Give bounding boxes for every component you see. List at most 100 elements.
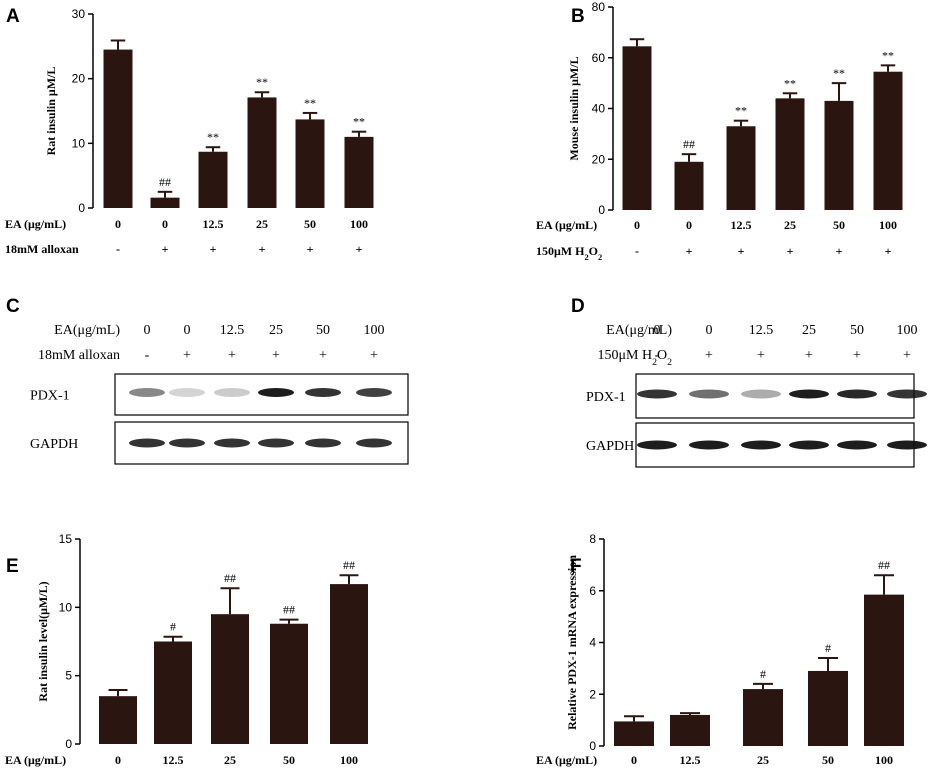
band [258,438,294,448]
y-axis-label: Mouse insulin μM/L [567,56,581,160]
band [789,389,829,399]
y-tick-label: 0 [65,737,72,751]
x-tick-label: 12.5 [163,753,184,767]
lane-label: + [370,348,378,363]
x-tick-label: - [116,242,120,256]
panel-letter: C [6,296,20,317]
lane-label: 0 [654,323,661,338]
row-label: EA(μg/mL) [54,323,120,338]
y-tick-label: 10 [72,136,86,150]
band [689,389,729,399]
band [741,389,781,399]
significance-mark: ** [833,66,845,80]
x-tick-label: 50 [283,753,295,767]
y-tick-label: 60 [592,51,606,65]
bar [295,119,325,208]
band [305,388,341,397]
significance-mark: ** [784,76,796,90]
y-tick-label: 0 [598,203,605,217]
bar [247,97,277,208]
chart-panel-b: B 0 20 40 60 80 Mouse insulin μM/L ## ** ** ** ** EA… [536,0,903,262]
lane-label: + [183,348,191,363]
bar [150,197,180,208]
significance-mark: ** [256,75,268,89]
lane-label: + [903,348,911,363]
x-tick-label: + [356,242,363,256]
y-tick-label: 8 [589,532,596,546]
bar [103,49,133,208]
significance-mark: # [760,667,766,681]
y-axis-label: Rat insulin level(μM/L) [36,581,50,701]
x-tick-label: 50 [304,217,316,231]
y-tick-label: 0 [78,201,85,215]
panel-letter: E [6,556,19,577]
bar [808,670,848,746]
y-tick-label: 2 [589,687,596,701]
lane-label: + [853,348,861,363]
band [258,388,294,397]
significance-mark: ## [283,603,295,617]
significance-mark: ## [343,558,355,572]
blot-row-pdx-1: PDX-1 [30,373,409,416]
bar [873,71,903,210]
significance-mark: ## [683,137,695,151]
y-tick-label: 4 [589,636,596,650]
panel-letter: B [571,6,585,27]
x-tick-label: + [162,242,169,256]
y-tick-label: 0 [589,739,596,753]
band [887,440,927,450]
row-label: 18mM alloxan [5,242,79,256]
x-tick-label: - [635,244,639,258]
x-tick-label: 0 [162,217,168,231]
significance-mark: ** [353,115,365,129]
blot-row-label: GAPDH [586,439,634,454]
x-tick-label: 0 [115,217,121,231]
row-label: EA (μg/mL) [536,753,597,767]
bar [154,641,192,744]
x-tick-label: + [885,244,892,258]
panel-letter: F [570,556,582,577]
band [837,389,877,399]
band [637,440,677,450]
x-tick-label: + [686,244,693,258]
bar [674,161,704,210]
bar [824,100,854,210]
blot-panel-c: C EA(μg/mL) 0 0 12.5 25 50 100 18mM alloxan - + + + +… [6,296,409,465]
band [356,388,392,397]
x-tick-label: 100 [350,217,368,231]
significance-mark: ** [304,96,316,110]
band [356,438,392,448]
band [305,438,341,448]
lane-label: + [757,348,765,363]
x-tick-label: 25 [784,218,796,232]
significance-mark: ** [207,130,219,144]
significance-mark: ## [878,558,890,572]
lane-label: 12.5 [220,323,245,338]
significance-mark: # [825,641,831,655]
lane-label: - [655,348,660,363]
lane-label: 0 [706,323,713,338]
x-tick-label: + [210,242,217,256]
x-tick-label: 0 [115,753,121,767]
y-axis-label: Relative PDX-1 mRNA expression [565,555,579,730]
y-axis-label: Rat insulin μM/L [44,67,58,156]
band [637,389,677,399]
bar [743,689,783,746]
x-tick-label: 100 [340,753,358,767]
significance-mark: # [170,620,176,634]
y-tick-label: 6 [589,584,596,598]
band [689,440,729,450]
y-tick-label: 30 [72,7,86,21]
band [129,438,165,448]
x-tick-label: 50 [822,753,834,767]
bar [270,623,308,744]
x-tick-label: 25 [757,753,769,767]
lane-label: + [805,348,813,363]
blot-row-label: PDX-1 [30,389,70,404]
chart-panel-a: A 0 10 20 30 Rat insulin μM/L ## ** ** ** ** EA (μg… [5,6,374,256]
lane-label: - [145,348,150,363]
x-tick-label: 25 [224,753,236,767]
band [214,438,250,448]
